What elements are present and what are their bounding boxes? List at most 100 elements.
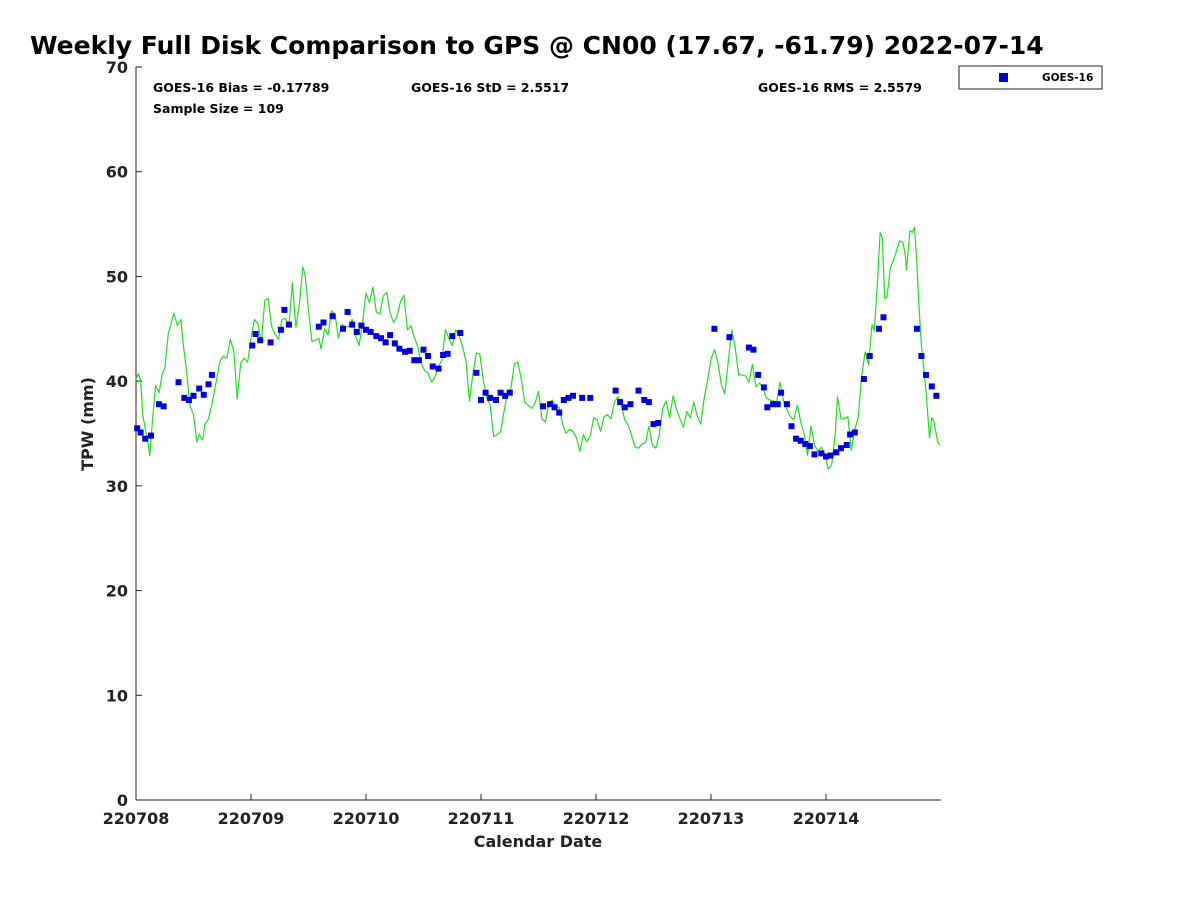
goes16-point <box>148 432 154 439</box>
goes16-point <box>252 331 259 337</box>
goes16-point <box>444 350 451 357</box>
goes16-point <box>923 371 929 378</box>
goes16-point <box>650 421 657 428</box>
goes16-point <box>482 389 489 396</box>
x-tick-label: 220712 <box>563 809 630 828</box>
goes16-point <box>547 401 553 408</box>
goes16-point <box>833 449 840 456</box>
goes16-point <box>847 431 854 438</box>
goes16-point <box>556 409 563 416</box>
x-tick-label: 220714 <box>793 809 860 828</box>
goes16-point <box>175 379 182 386</box>
goes16-point <box>196 385 203 392</box>
goes16-point <box>440 352 447 358</box>
goes16-point <box>627 401 634 408</box>
goes16-point <box>473 369 480 376</box>
y-tick-label: 30 <box>106 477 128 496</box>
goes16-point <box>913 325 920 332</box>
chart-title: Weekly Full Disk Comparison to GPS @ CN0… <box>30 31 1044 60</box>
goes16-point <box>806 443 813 450</box>
goes16-point <box>617 399 624 406</box>
goes16-point <box>415 357 422 364</box>
goes16-point <box>200 391 207 398</box>
goes16-point <box>811 451 818 458</box>
goes16-point <box>560 397 567 403</box>
goes16-point <box>358 322 365 329</box>
goes16-point <box>778 389 785 396</box>
goes16-point <box>208 371 215 378</box>
goes16-point <box>340 325 346 332</box>
goes16-point <box>502 392 509 399</box>
goes16-point <box>142 435 149 442</box>
goes16-point <box>190 392 197 399</box>
goes16-point <box>875 325 882 332</box>
goes16-point <box>349 321 356 328</box>
goes16-point <box>823 453 829 460</box>
goes16-point <box>818 450 825 457</box>
goes16-point <box>745 344 752 351</box>
goes16-point <box>621 404 628 411</box>
goes16-point <box>391 340 398 347</box>
goes16-point <box>378 335 384 342</box>
goes16-point <box>928 383 935 390</box>
goes16-point <box>570 392 576 399</box>
goes16-point <box>320 319 327 326</box>
goes16-point <box>493 397 499 403</box>
goes16-series-layer <box>134 306 940 460</box>
goes16-point <box>449 333 456 340</box>
goes16-point <box>764 404 771 411</box>
goes16-point <box>918 353 925 359</box>
goes16-point <box>770 401 777 408</box>
goes16-point <box>185 397 192 403</box>
goes16-point <box>760 384 767 391</box>
gps-series-layer <box>135 226 941 470</box>
goes16-point <box>205 381 212 388</box>
legend-box <box>958 65 1103 90</box>
goes16-point <box>387 332 394 339</box>
x-ticks: 220708 220709 220710 220711 220712 220713 2207… <box>103 794 860 828</box>
goes16-point <box>435 365 442 372</box>
goes16-point <box>363 326 369 333</box>
y-ticks: 0 10 20 30 40 50 60 70 <box>106 58 142 810</box>
goes16-point <box>565 394 572 401</box>
goes16-point <box>134 425 141 432</box>
x-tick-label: 220713 <box>678 809 745 828</box>
goes16-point <box>257 337 264 344</box>
sample-size-stat: Sample Size = 109 <box>153 101 284 116</box>
goes16-point <box>838 445 844 452</box>
goes16-point <box>635 387 642 394</box>
goes16-point <box>285 321 292 328</box>
goes16-point <box>755 371 762 378</box>
x-tick-label: 220709 <box>218 809 285 828</box>
x-axis-label: Calendar Date <box>474 832 603 851</box>
goes16-point <box>783 401 790 408</box>
goes16-point <box>329 313 336 320</box>
goes16-point <box>156 401 162 408</box>
goes16-point <box>367 328 374 335</box>
goes16-point <box>420 346 427 353</box>
goes16-point <box>353 328 360 335</box>
goes16-point <box>267 339 274 346</box>
goes16-point <box>429 363 436 370</box>
goes16-point <box>641 397 648 403</box>
goes16-point <box>402 348 409 355</box>
goes16-point <box>540 403 547 410</box>
goes16-point <box>645 399 652 406</box>
goes16-point <box>797 437 804 444</box>
goes16-point <box>382 339 389 346</box>
y-axis-label: TPW (mm) <box>78 377 97 471</box>
goes16-point <box>315 323 322 330</box>
y-tick-label: 20 <box>106 582 128 601</box>
goes16-point <box>551 404 558 411</box>
goes16-point <box>344 309 351 315</box>
x-tick-label: 220710 <box>333 809 400 828</box>
goes16-point <box>411 357 418 364</box>
std-stat: GOES-16 StD = 2.5517 <box>411 80 569 95</box>
goes16-point <box>373 333 380 340</box>
y-tick-label: 0 <box>117 791 128 810</box>
goes16-point <box>249 342 256 349</box>
goes16-point <box>802 441 809 447</box>
goes16-point <box>933 392 940 399</box>
goes16-point <box>793 435 800 442</box>
